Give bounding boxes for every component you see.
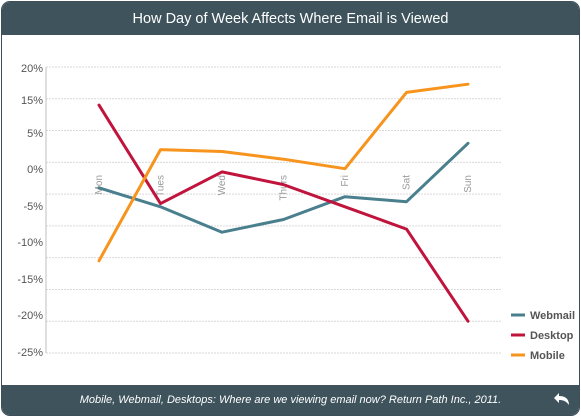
series-line-desktop <box>97 103 470 323</box>
source-bar: Mobile, Webmail, Desktops: Where are we … <box>2 385 579 415</box>
x-category-label: Sun <box>463 175 474 193</box>
y-tick-label: 15% <box>21 95 43 107</box>
x-category-label: Thurs <box>279 175 290 201</box>
y-tick-label: -5% <box>23 201 43 213</box>
chart-title: How Day of Week Affects Where Email is V… <box>132 10 449 27</box>
y-tick-label: -15% <box>17 274 43 286</box>
series-line-webmail <box>97 141 470 234</box>
series-line-mobile <box>97 82 470 263</box>
back-arrow-icon[interactable] <box>553 390 573 410</box>
y-tick-label: 5% <box>27 128 43 140</box>
title-bar: How Day of Week Affects Where Email is V… <box>2 2 579 35</box>
legend-label-desktop: Desktop <box>530 330 574 342</box>
x-category-label: Sat <box>402 175 413 190</box>
x-category-label: Tues <box>156 175 167 197</box>
y-tick-label: -20% <box>17 310 43 322</box>
source-citation: Mobile, Webmail, Desktops: Where are we … <box>79 394 502 406</box>
x-category-label: Wed <box>217 175 228 195</box>
y-tick-label: -25% <box>17 347 43 359</box>
legend-label-webmail: Webmail <box>530 310 575 322</box>
x-category-label: Mon <box>94 175 105 194</box>
y-tick-label: -10% <box>17 237 43 249</box>
x-category-label: Fri <box>340 175 351 187</box>
legend-label-mobile: Mobile <box>530 350 565 362</box>
y-tick-label: 20% <box>21 63 43 75</box>
y-tick-label: 0% <box>27 164 43 176</box>
